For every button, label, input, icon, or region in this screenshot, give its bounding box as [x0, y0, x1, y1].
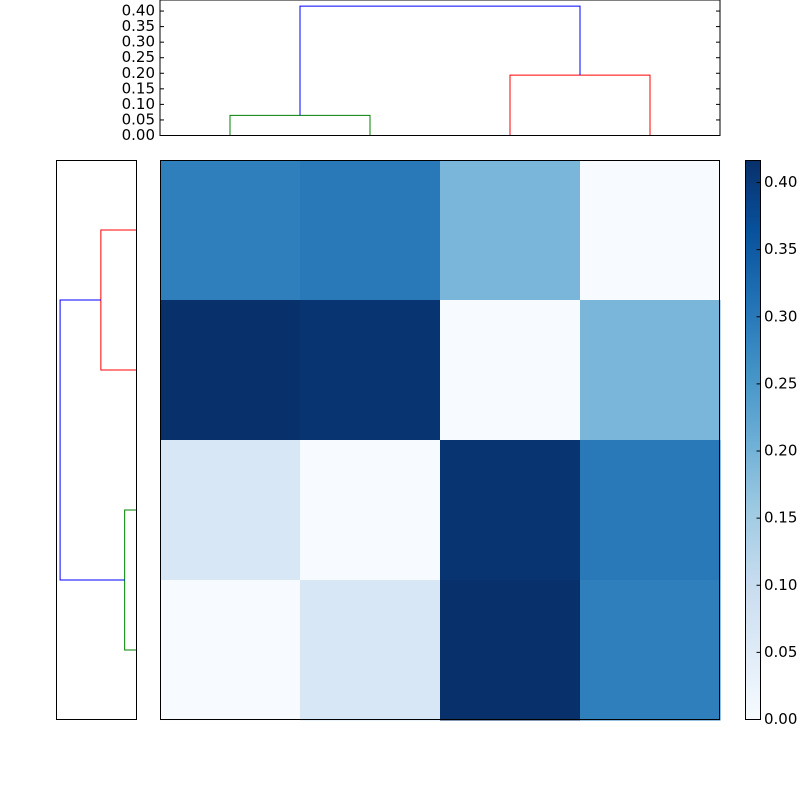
y-tick-label: 0.35 [122, 17, 155, 35]
heatmap-cell [440, 580, 581, 721]
y-tick-label: 0.05 [122, 110, 155, 128]
colorbar [745, 160, 761, 720]
heatmap-cell [580, 580, 721, 721]
dendrogram-link [509, 74, 651, 136]
heatmap-cell [440, 440, 581, 581]
dendrogram-link [100, 229, 137, 371]
heatmap-cell [300, 440, 441, 581]
y-tick-label: 0.40 [122, 2, 155, 20]
colorbar-tick-label: 0.10 [764, 576, 797, 594]
dendrogram-link [59, 299, 125, 581]
heatmap-cell [160, 580, 301, 721]
dendrogram-link [299, 5, 581, 116]
y-tick-label: 0.15 [122, 79, 155, 97]
left-dendrogram-frame [56, 160, 137, 720]
top-dendrogram-frame [159, 0, 721, 136]
y-tick-label: 0.25 [122, 48, 155, 66]
colorbar-tick-label: 0.05 [764, 643, 797, 661]
y-tick-label: 0.10 [122, 95, 155, 113]
colorbar-tick-label: 0.15 [764, 509, 797, 527]
heatmap-cell [580, 300, 721, 441]
y-tick-label: 0.20 [122, 64, 155, 82]
colorbar-tick-label: 0.35 [764, 240, 797, 258]
colorbar-tick-label: 0.20 [764, 442, 797, 460]
heatmap-cell [580, 160, 721, 301]
colorbar-tick-label: 0.00 [764, 710, 797, 728]
heatmap-cell [300, 160, 441, 301]
colorbar-tick-label: 0.30 [764, 307, 797, 325]
dendrogram-link [124, 509, 137, 651]
heatmap-cell [580, 440, 721, 581]
heatmap-frame [160, 160, 720, 720]
heatmap-cell [440, 160, 581, 301]
heatmap-cell [160, 300, 301, 441]
colorbar-tick-label: 0.40 [764, 173, 797, 191]
heatmap-cell [440, 300, 581, 441]
heatmap-cell [300, 580, 441, 721]
y-tick-label: 0.00 [122, 126, 155, 144]
dendrogram-link [229, 114, 371, 136]
y-tick-label: 0.30 [122, 33, 155, 51]
colorbar-tick-label: 0.25 [764, 374, 797, 392]
heatmap-cell [160, 440, 301, 581]
heatmap-cell [160, 160, 301, 301]
heatmap-cell [300, 300, 441, 441]
